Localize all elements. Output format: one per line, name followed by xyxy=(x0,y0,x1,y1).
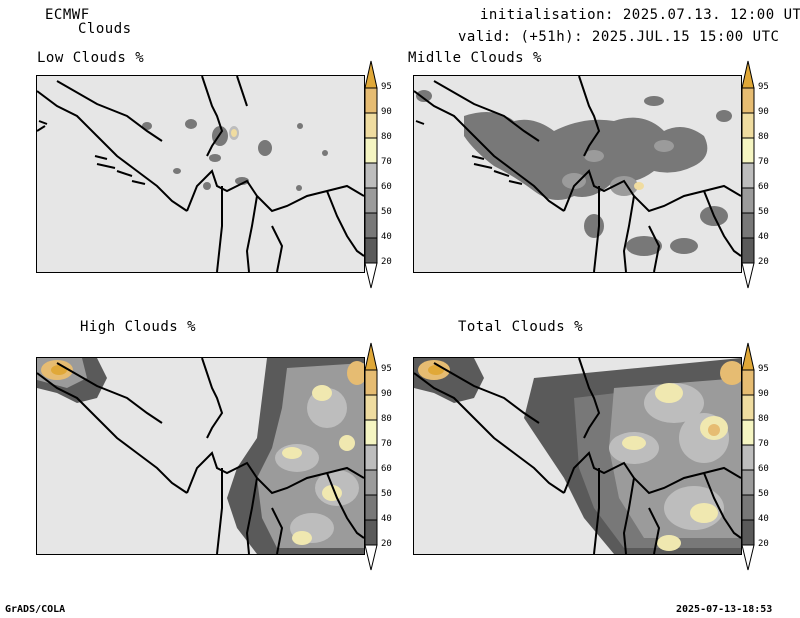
colorbar-label: 40 xyxy=(381,232,392,242)
colorbar-total: 95 90 80 70 60 50 40 20 xyxy=(740,340,770,572)
colorbar-label: 95 xyxy=(758,82,769,92)
colorbar-label: 70 xyxy=(381,439,392,449)
colorbar-label: 20 xyxy=(381,539,392,549)
map-panel-low xyxy=(36,75,365,273)
map-subtitle: Clouds xyxy=(78,21,132,37)
colorbar-label: 95 xyxy=(758,364,769,374)
colorbar-label: 50 xyxy=(758,207,769,217)
footer-timestamp: 2025-07-13-18:53 xyxy=(676,604,773,615)
panel-title-middle: Midlle Clouds % xyxy=(408,50,542,66)
colorbar-label: 60 xyxy=(381,464,392,474)
colorbar-label: 50 xyxy=(381,207,392,217)
colorbar-high: 95 90 80 70 60 50 40 20 xyxy=(363,340,393,572)
colorbar-middle: 95 90 80 70 60 50 40 20 xyxy=(740,58,770,290)
colorbar-label: 70 xyxy=(758,439,769,449)
colorbar-label: 20 xyxy=(381,257,392,267)
colorbar-label: 20 xyxy=(758,539,769,549)
map-panel-high xyxy=(36,357,365,555)
colorbar-label: 90 xyxy=(758,107,769,117)
colorbar-label: 60 xyxy=(758,464,769,474)
colorbar-label: 80 xyxy=(758,414,769,424)
model-name: ECMWF xyxy=(45,7,90,23)
colorbar-label: 50 xyxy=(758,489,769,499)
colorbar-label: 80 xyxy=(381,414,392,424)
colorbar-label: 20 xyxy=(758,257,769,267)
panel-title-high: High Clouds % xyxy=(80,319,197,335)
colorbar-low: 95 90 80 70 60 50 40 20 xyxy=(363,58,393,290)
colorbar-label: 80 xyxy=(758,132,769,142)
colorbar-label: 40 xyxy=(758,514,769,524)
footer-software: GrADS/COLA xyxy=(5,604,66,615)
colorbar-label: 95 xyxy=(381,364,392,374)
colorbar-label: 70 xyxy=(758,157,769,167)
colorbar-label: 90 xyxy=(381,107,392,117)
colorbar-label: 40 xyxy=(758,232,769,242)
colorbar-label: 80 xyxy=(381,132,392,142)
map-panel-middle xyxy=(413,75,742,273)
initialisation-time: initialisation: 2025.07.13. 12:00 UTC xyxy=(480,7,800,23)
panel-title-total: Total Clouds % xyxy=(458,319,584,335)
panel-title-low: Low Clouds % xyxy=(37,50,145,66)
colorbar-label: 95 xyxy=(381,82,392,92)
colorbar-label: 90 xyxy=(758,389,769,399)
colorbar-label: 40 xyxy=(381,514,392,524)
colorbar-label: 70 xyxy=(381,157,392,167)
colorbar-label: 90 xyxy=(381,389,392,399)
colorbar-label: 50 xyxy=(381,489,392,499)
map-panel-total xyxy=(413,357,742,555)
colorbar-label: 60 xyxy=(381,182,392,192)
colorbar-label: 60 xyxy=(758,182,769,192)
valid-time: valid: (+51h): 2025.JUL.15 15:00 UTC xyxy=(458,29,780,45)
